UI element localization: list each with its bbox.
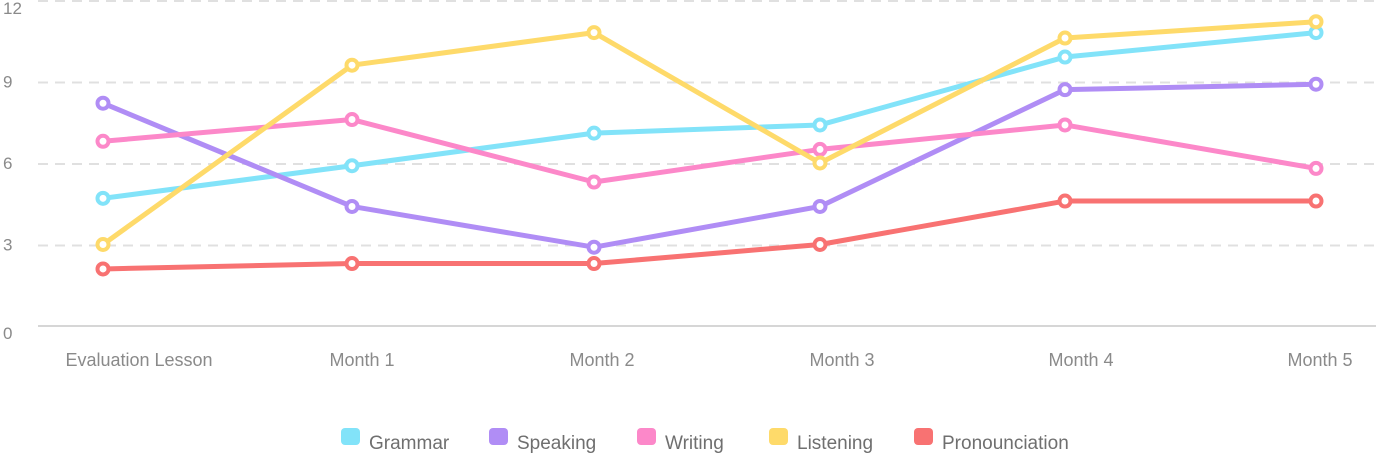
legend[interactable]: Grammar Speaking Writing Listening Pronounci…: [341, 428, 1069, 454]
data-point-listening[interactable]: [586, 25, 602, 41]
legend-label-listening: Listening: [797, 433, 873, 454]
y-tick-label: 6: [3, 154, 12, 173]
series-line-grammar: [100, 30, 1319, 201]
legend-swatch-speaking: [489, 428, 508, 445]
legend-label-grammar: Grammar: [369, 433, 450, 454]
data-point-listening[interactable]: [344, 57, 360, 73]
data-point-speaking[interactable]: [1308, 76, 1324, 92]
data-point-speaking[interactable]: [812, 198, 828, 214]
data-point-pronounciation[interactable]: [586, 256, 602, 272]
data-point-listening[interactable]: [95, 237, 111, 252]
series-line-listening: [100, 19, 1319, 247]
legend-swatch-pronounciation: [914, 428, 933, 445]
series-writing: [95, 112, 1324, 190]
data-point-speaking[interactable]: [586, 239, 602, 255]
series-listening: [95, 14, 1324, 252]
legend-item-listening[interactable]: Listening: [769, 428, 873, 454]
legend-item-grammar[interactable]: Grammar: [341, 428, 450, 454]
series-line-writing: [100, 117, 1319, 185]
data-point-writing[interactable]: [95, 133, 111, 149]
legend-label-writing: Writing: [665, 433, 724, 454]
data-point-grammar[interactable]: [95, 190, 111, 206]
data-point-grammar[interactable]: [586, 125, 602, 141]
legend-item-pronounciation[interactable]: Pronounciation: [914, 428, 1069, 454]
x-tick-label: Month 1: [329, 350, 394, 370]
data-point-grammar[interactable]: [344, 158, 360, 174]
data-point-grammar[interactable]: [812, 117, 828, 133]
data-point-pronounciation[interactable]: [344, 256, 360, 272]
data-point-listening[interactable]: [1308, 14, 1324, 30]
series-line-speaking: [100, 81, 1319, 250]
data-point-writing[interactable]: [586, 174, 602, 190]
series-speaking: [95, 76, 1324, 255]
data-point-writing[interactable]: [344, 112, 360, 128]
data-point-pronounciation[interactable]: [1057, 193, 1073, 209]
data-point-pronounciation[interactable]: [95, 261, 111, 277]
data-point-writing[interactable]: [1308, 160, 1324, 176]
x-tick-label: Evaluation Lesson: [65, 350, 212, 370]
y-tick-label: 9: [3, 73, 12, 92]
y-tick-label: 3: [3, 236, 12, 255]
x-tick-label: Month 4: [1048, 350, 1113, 370]
series-layer: [95, 14, 1324, 277]
data-point-pronounciation[interactable]: [1308, 193, 1324, 209]
legend-item-writing[interactable]: Writing: [637, 428, 724, 454]
data-point-writing[interactable]: [812, 141, 828, 157]
data-point-grammar[interactable]: [1057, 49, 1073, 65]
x-tick-label: Month 2: [569, 350, 634, 370]
legend-swatch-writing: [637, 428, 656, 445]
y-axis: 0 3 6 9 12: [3, 0, 22, 343]
legend-item-speaking[interactable]: Speaking: [489, 428, 596, 454]
data-point-speaking[interactable]: [1057, 82, 1073, 98]
data-point-listening[interactable]: [812, 155, 828, 171]
legend-label-speaking: Speaking: [517, 433, 596, 454]
legend-swatch-listening: [769, 428, 788, 445]
data-point-speaking[interactable]: [95, 95, 111, 111]
y-tick-label: 0: [3, 324, 12, 343]
series-grammar: [95, 25, 1324, 206]
series-pronounciation: [95, 193, 1324, 277]
data-point-speaking[interactable]: [344, 198, 360, 214]
x-tick-label: Month 5: [1287, 350, 1352, 370]
legend-swatch-grammar: [341, 428, 360, 445]
x-tick-label: Month 3: [809, 350, 874, 370]
data-point-writing[interactable]: [1057, 117, 1073, 133]
data-point-pronounciation[interactable]: [812, 237, 828, 252]
data-point-listening[interactable]: [1057, 30, 1073, 46]
series-line-pronounciation: [100, 198, 1319, 272]
x-axis: Evaluation Lesson Month 1 Month 2 Month 3 Mo…: [65, 350, 1352, 370]
y-tick-label: 12: [3, 0, 22, 18]
legend-label-pronounciation: Pronounciation: [942, 433, 1069, 454]
